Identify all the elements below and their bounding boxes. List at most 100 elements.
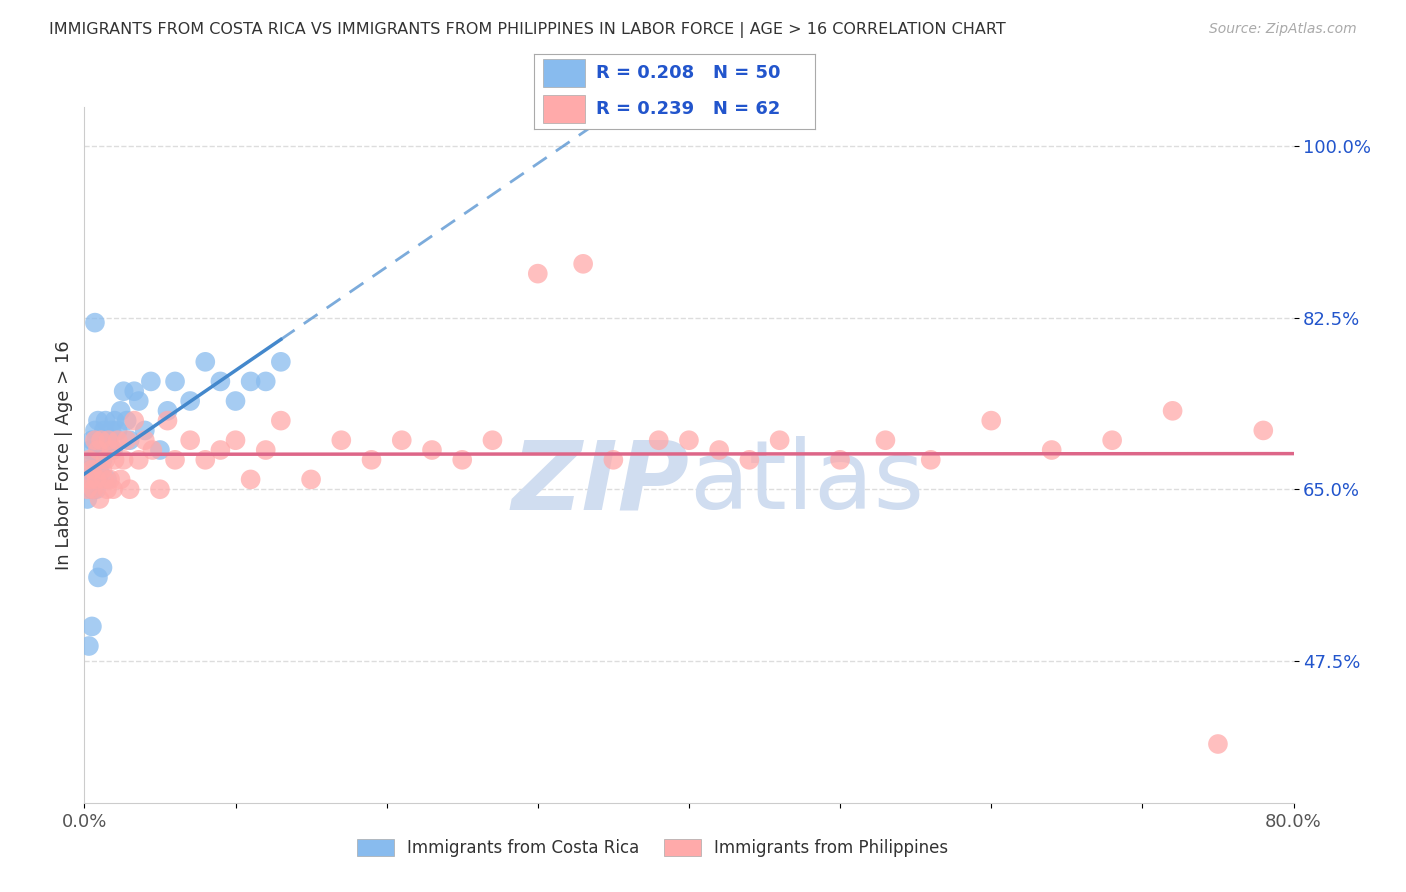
Point <box>420 443 443 458</box>
Point <box>391 434 413 448</box>
Point <box>79 462 101 476</box>
Point <box>82 482 104 496</box>
Point <box>122 384 145 399</box>
FancyBboxPatch shape <box>543 95 585 123</box>
Text: Source: ZipAtlas.com: Source: ZipAtlas.com <box>1209 22 1357 37</box>
Legend: Immigrants from Costa Rica, Immigrants from Philippines: Immigrants from Costa Rica, Immigrants f… <box>350 832 955 864</box>
Point <box>110 472 132 486</box>
Text: ZIP: ZIP <box>510 436 689 529</box>
Point <box>149 482 172 496</box>
Point <box>86 472 108 486</box>
Point <box>80 462 103 476</box>
Point <box>94 452 117 467</box>
Point <box>76 482 98 496</box>
Point <box>84 424 107 438</box>
Point <box>104 452 127 467</box>
Point <box>254 375 277 389</box>
Point <box>77 452 100 467</box>
Point <box>299 472 322 486</box>
Point <box>709 443 731 458</box>
Point <box>115 414 138 428</box>
Point <box>920 452 942 467</box>
Point <box>830 452 852 467</box>
Point <box>165 375 187 389</box>
Point <box>481 434 503 448</box>
Point <box>527 267 550 281</box>
Point <box>648 434 671 448</box>
Point <box>101 443 124 458</box>
Point <box>678 434 700 448</box>
Point <box>139 375 162 389</box>
Point <box>128 394 150 409</box>
Text: atlas: atlas <box>689 436 924 529</box>
Point <box>89 462 111 476</box>
Point <box>134 424 156 438</box>
Point <box>101 482 124 496</box>
Point <box>89 443 111 458</box>
Point <box>84 472 107 486</box>
Point <box>100 424 122 438</box>
Point <box>980 414 1002 428</box>
Point <box>149 443 172 458</box>
Point <box>112 384 135 399</box>
Point <box>90 434 112 448</box>
Point <box>107 424 129 438</box>
Point <box>225 434 247 448</box>
Point <box>209 375 232 389</box>
Point <box>225 394 247 409</box>
Point <box>270 355 292 369</box>
Point <box>87 443 110 458</box>
Point <box>91 452 114 467</box>
Point <box>118 482 141 496</box>
Point <box>875 434 897 448</box>
Point <box>80 434 103 448</box>
Point <box>86 434 108 448</box>
Point <box>602 452 624 467</box>
Point <box>156 414 179 428</box>
Point <box>1253 424 1275 438</box>
Y-axis label: In Labor Force | Age > 16: In Labor Force | Age > 16 <box>55 340 73 570</box>
Text: IMMIGRANTS FROM COSTA RICA VS IMMIGRANTS FROM PHILIPPINES IN LABOR FORCE | AGE >: IMMIGRANTS FROM COSTA RICA VS IMMIGRANTS… <box>49 22 1005 38</box>
Point <box>1161 404 1184 418</box>
Point <box>94 414 117 428</box>
Point <box>107 434 129 448</box>
Point <box>93 472 115 486</box>
Point <box>209 443 232 458</box>
Point <box>84 434 107 448</box>
Point <box>100 443 122 458</box>
Point <box>128 452 150 467</box>
Point <box>451 452 474 467</box>
Point <box>77 639 100 653</box>
Point <box>1040 443 1063 458</box>
Text: R = 0.239   N = 62: R = 0.239 N = 62 <box>596 100 780 119</box>
Point <box>90 434 112 448</box>
Point <box>118 434 141 448</box>
Point <box>96 472 118 486</box>
Point <box>165 452 187 467</box>
Point <box>89 491 111 506</box>
Point <box>112 452 135 467</box>
Point <box>87 472 110 486</box>
Point <box>156 404 179 418</box>
Point <box>97 434 120 448</box>
Point <box>360 452 382 467</box>
Point <box>87 414 110 428</box>
Point <box>79 443 101 458</box>
Point <box>84 316 107 330</box>
Point <box>86 482 108 496</box>
Point <box>330 434 353 448</box>
Point <box>93 424 115 438</box>
Point <box>87 570 110 584</box>
Point <box>76 491 98 506</box>
Point <box>79 472 101 486</box>
Point <box>82 482 104 496</box>
Point <box>254 443 277 458</box>
Point <box>1206 737 1229 751</box>
Point <box>91 560 114 574</box>
Point <box>98 472 121 486</box>
Point <box>769 434 792 448</box>
Point <box>115 434 138 448</box>
FancyBboxPatch shape <box>543 59 585 87</box>
Point <box>239 472 262 486</box>
Point <box>110 404 132 418</box>
